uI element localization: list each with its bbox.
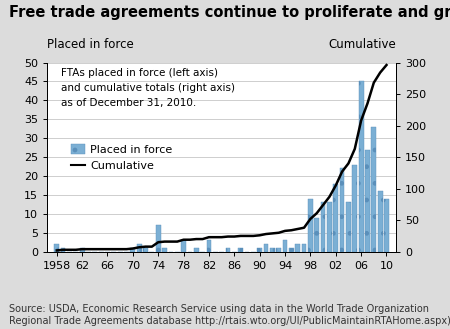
Bar xyxy=(346,202,351,252)
Bar xyxy=(378,191,382,252)
Bar xyxy=(289,248,294,252)
Bar xyxy=(54,244,59,252)
Bar xyxy=(162,248,167,252)
Bar xyxy=(264,244,268,252)
Bar xyxy=(365,149,370,252)
Bar xyxy=(156,225,161,252)
Bar xyxy=(321,202,325,252)
Text: Free trade agreements continue to proliferate and grow more important: Free trade agreements continue to prolif… xyxy=(9,5,450,20)
Bar xyxy=(61,248,66,252)
Bar xyxy=(276,248,281,252)
Bar xyxy=(130,248,135,252)
Bar xyxy=(181,240,186,252)
Bar xyxy=(225,248,230,252)
Bar xyxy=(257,248,262,252)
Bar xyxy=(295,244,300,252)
Text: FTAs placed in force (left axis)
and cumulative totals (right axis)
as of Decemb: FTAs placed in force (left axis) and cum… xyxy=(61,68,235,108)
Text: Cumulative: Cumulative xyxy=(328,38,396,51)
Legend: Placed in force, Cumulative: Placed in force, Cumulative xyxy=(67,140,177,175)
Bar xyxy=(80,248,85,252)
Bar xyxy=(315,218,319,252)
Bar xyxy=(270,248,275,252)
Bar xyxy=(327,202,332,252)
Bar xyxy=(143,248,148,252)
Bar xyxy=(352,164,357,252)
Text: Source: USDA, Economic Research Service using data in the World Trade Organizati: Source: USDA, Economic Research Service … xyxy=(9,304,450,326)
Bar xyxy=(137,244,142,252)
Bar xyxy=(308,199,313,252)
Bar xyxy=(238,248,243,252)
Bar xyxy=(340,168,345,252)
Bar xyxy=(302,244,306,252)
Bar xyxy=(194,248,198,252)
Bar xyxy=(333,184,338,252)
Bar xyxy=(207,240,212,252)
Bar xyxy=(283,240,288,252)
Bar xyxy=(384,199,389,252)
Text: Placed in force: Placed in force xyxy=(47,38,134,51)
Bar xyxy=(371,127,376,252)
Bar xyxy=(359,82,364,252)
